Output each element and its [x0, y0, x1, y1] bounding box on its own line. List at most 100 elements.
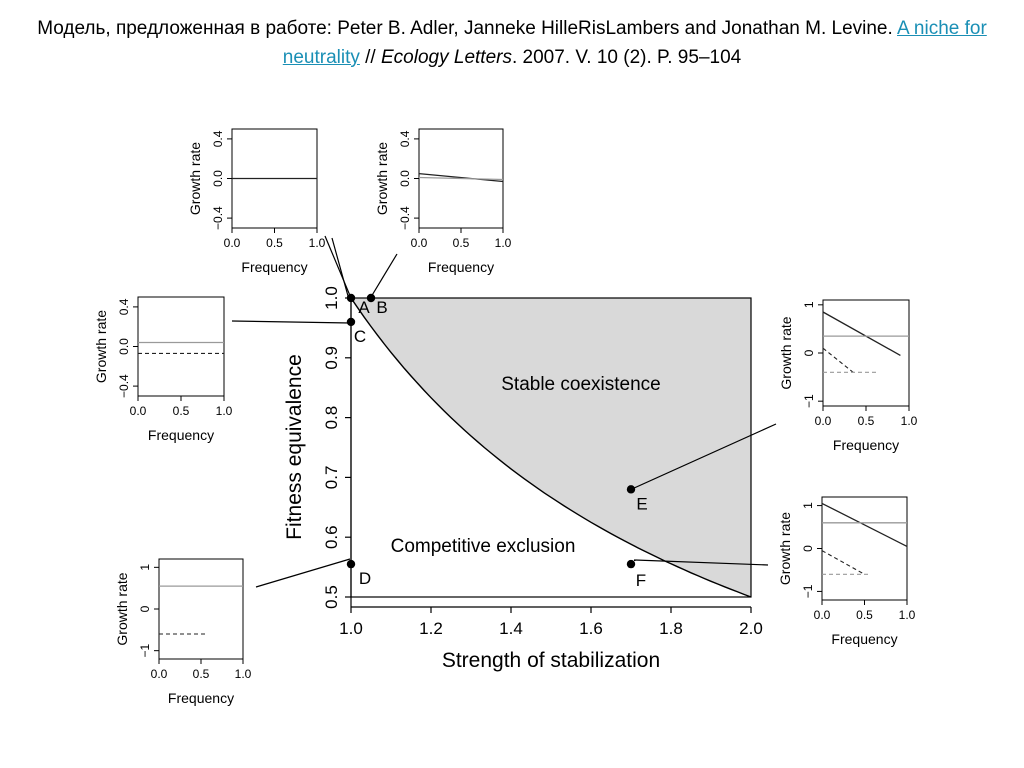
point-f: [626, 559, 636, 569]
point-c: [346, 317, 356, 327]
article-link[interactable]: A niche for neutrality: [282, 18, 987, 68]
inset-x-tick-label: 1.0: [901, 414, 918, 428]
inset-frame-e: [822, 299, 910, 407]
inset-y-tick-label: −0.4: [117, 374, 131, 398]
x-tick-label: 1.8: [659, 619, 683, 638]
boundary-curve: [350, 297, 752, 598]
y-tick-label: 0.7: [322, 466, 341, 490]
inset-x-axis-title: Frequency: [241, 259, 307, 275]
inset-y-tick-label: 0.4: [117, 298, 131, 315]
inset-y-tick-label: 1: [801, 502, 815, 509]
stable-coexistence-region: [351, 298, 751, 597]
boundary-curve-extension: [324, 235, 352, 299]
connector-line-a: [331, 237, 349, 297]
inset-panel-f: 0.0 0.5 1.0 1 0 −1 Growth rate Frequency: [633, 496, 916, 647]
inset-x-tick-label: 0.5: [193, 667, 210, 681]
inset-x-tick-label: 0.0: [814, 608, 831, 622]
inset-series-dashed: [821, 550, 865, 575]
point-label-a: A: [358, 298, 370, 317]
inset-x-tick-label: 1.0: [495, 236, 512, 250]
connector-line-d: [255, 558, 351, 588]
x-tick-label: 2.0: [739, 619, 763, 638]
inset-y-tick-label: 0.4: [398, 130, 412, 147]
y-tick-label: 1.0: [322, 286, 341, 310]
inset-y-axis-title: Growth rate: [114, 572, 130, 645]
inset-y-tick-label: −0.4: [398, 206, 412, 230]
inset-y-tick-label: 0: [802, 349, 816, 356]
x-tick-label: 1.2: [419, 619, 443, 638]
inset-y-tick-label: −1: [138, 644, 152, 658]
inset-panel-c: 0.0 0.5 1.0 0.4 0.0 −0.4 Growth rate Frequency: [93, 296, 351, 443]
inset-panel-b: 0.0 0.5 1.0 0.4 0.0 −0.4 Growth rate Frequency: [370, 128, 512, 298]
inset-x-tick-label: 0.0: [151, 667, 168, 681]
inset-x-tick-label: 0.0: [224, 236, 241, 250]
inset-y-tick-label: 0: [801, 545, 815, 552]
inset-frame-c: [137, 296, 225, 397]
inset-x-tick-label: 0.5: [856, 608, 873, 622]
inset-frame-d: [158, 558, 244, 660]
inset-series-solid: [822, 311, 901, 356]
y-tick-label: 0.6: [322, 525, 341, 549]
y-tick-label: 0.5: [322, 585, 341, 609]
point-label-f: F: [636, 571, 646, 590]
inset-x-tick-label: 1.0: [899, 608, 916, 622]
citation-details: . 2007. V. 10 (2). P. 95–104: [511, 47, 742, 68]
inset-x-tick-label: 0.0: [815, 414, 832, 428]
point-label-b: B: [376, 298, 387, 317]
inset-y-axis-title: Growth rate: [374, 142, 390, 215]
inset-y-tick-label: 0.0: [398, 170, 412, 187]
connector-line-c: [231, 320, 351, 324]
citation-prefix: Модель, предложенная в работе: Peter B. …: [37, 18, 893, 39]
connector-line-e: [631, 423, 777, 490]
inset-y-tick-label: 0.4: [211, 130, 225, 147]
x-tick-label: 1.0: [339, 619, 363, 638]
inset-x-axis-title: Frequency: [831, 631, 897, 647]
inset-y-tick-label: 0.0: [211, 170, 225, 187]
inset-x-axis-title: Frequency: [148, 427, 214, 443]
point-e: [626, 485, 636, 494]
inset-panel-e: 0.0 0.5 1.0 1 0 −1 Growth rate Frequency: [631, 299, 918, 490]
inset-x-axis-title: Frequency: [428, 259, 494, 275]
inset-x-tick-label: 0.5: [173, 404, 190, 418]
y-tick-label: 0.9: [322, 346, 341, 370]
inset-series-solid: [418, 172, 504, 183]
inset-y-tick-label: −1: [801, 584, 815, 598]
inset-panel-d: 0.0 0.5 1.0 1 0 −1 Growth rate Frequency: [114, 558, 351, 706]
y-tick-label: 0.8: [322, 406, 341, 430]
inset-y-axis-title: Growth rate: [777, 512, 793, 585]
point-label-c: C: [354, 327, 366, 346]
connector-line-b: [370, 253, 398, 298]
inset-x-tick-label: 1.0: [216, 404, 233, 418]
connector-line-f: [633, 559, 769, 566]
y-axis-title: Fitness equivalence: [283, 354, 306, 540]
inset-y-axis-title: Growth rate: [187, 142, 203, 215]
inset-y-tick-label: 0.0: [117, 338, 131, 355]
inset-series-gray: [418, 176, 504, 181]
point-label-d: D: [359, 569, 371, 588]
inset-x-tick-label: 1.0: [235, 667, 252, 681]
inset-y-tick-label: 1: [138, 564, 152, 571]
inset-x-axis-title: Frequency: [833, 437, 899, 453]
point-label-e: E: [636, 494, 647, 513]
inset-y-tick-label: −1: [802, 394, 816, 408]
x-tick-label: 1.6: [579, 619, 603, 638]
inset-x-tick-label: 0.5: [266, 236, 283, 250]
inset-x-tick-label: 0.0: [130, 404, 147, 418]
inset-x-tick-label: 0.5: [453, 236, 470, 250]
inset-x-axis-title: Frequency: [168, 690, 234, 706]
inset-x-tick-label: 1.0: [309, 236, 326, 250]
inset-y-axis-title: Growth rate: [93, 310, 109, 383]
x-axis-title: Strength of stabilization: [442, 649, 660, 672]
main-chart: 1.0 1.2 1.4 1.6 1.8 2.0 0.5 0.6 0.7 0.8 0.9 1.0 Stre…: [283, 235, 763, 672]
inset-y-tick-label: 1: [802, 301, 816, 308]
inset-frame-f: [821, 496, 908, 601]
inset-x-tick-label: 0.5: [858, 414, 875, 428]
x-tick-label: 1.4: [499, 619, 523, 638]
journal-name: Ecology Letters: [381, 47, 512, 68]
inset-panel-a: 0.0 0.5 1.0 0.4 0.0 −0.4 Growth rate Frequency: [187, 128, 349, 297]
point-b: [366, 293, 376, 303]
point-d: [346, 559, 356, 569]
inset-series-solid: [821, 502, 908, 547]
region-label-competitive-exclusion: Competitive exclusion: [391, 536, 576, 557]
